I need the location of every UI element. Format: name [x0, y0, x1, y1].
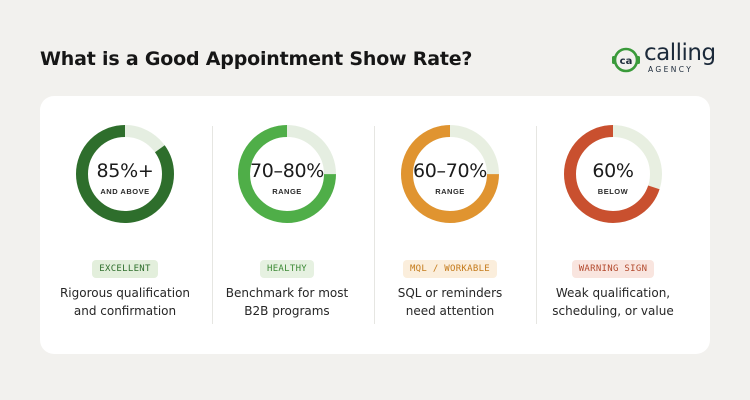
gauge-sublabel: AND ABOVE: [100, 187, 150, 196]
headset-icon: ca: [612, 47, 640, 73]
gauge: 70–80% RANGE: [237, 124, 337, 224]
tier-badge: MQL / WORKABLE: [402, 260, 498, 278]
gauge-fill: [401, 125, 499, 223]
tier-badge: HEALTHY: [259, 260, 315, 278]
gauge: 60–70% RANGE: [400, 124, 500, 224]
desc-line: B2B programs: [244, 304, 330, 318]
divider: [374, 126, 375, 324]
gauge-value: 60–70%: [412, 160, 488, 182]
desc-line: SQL or reminders: [397, 286, 503, 300]
desc-line: scheduling, or value: [552, 304, 674, 318]
desc-line: need attention: [405, 304, 495, 318]
tier-healthy: 70–80% RANGE HEALTHY Benchmark for most …: [207, 96, 367, 354]
gauge: 60% BELOW: [563, 124, 663, 224]
show-rate-card: 85%+ AND ABOVE EXCELLENT Rigorous qualif…: [40, 96, 710, 354]
svg-text:ca: ca: [620, 56, 633, 67]
logo-tagline: AGENCY: [648, 65, 694, 74]
tier-description: SQL or reminders need attention: [370, 284, 530, 320]
logo-name: calling: [644, 40, 716, 66]
tier-description: Benchmark for most B2B programs: [207, 284, 367, 320]
divider: [536, 126, 537, 324]
tier-warning-sign: 60% BELOW WARNING SIGN Weak qualificatio…: [533, 96, 693, 354]
page-title: What is a Good Appointment Show Rate?: [40, 48, 473, 70]
gauge: 85%+ AND ABOVE: [75, 124, 175, 224]
gauge-fill: [76, 125, 174, 223]
gauge-value: 60%: [592, 160, 634, 182]
gauge-value: 85%+: [96, 160, 154, 182]
gauge-sublabel: RANGE: [435, 187, 465, 196]
desc-line: Rigorous qualification: [59, 286, 191, 300]
tier-mql-workable: 60–70% RANGE MQL / WORKABLE SQL or remin…: [370, 96, 530, 354]
gauge-ring: [564, 125, 662, 223]
gauge-ring: [238, 125, 336, 223]
tier-badge: WARNING SIGN: [571, 260, 655, 278]
tier-excellent: 85%+ AND ABOVE EXCELLENT Rigorous qualif…: [45, 96, 205, 354]
logo: ca calling AGENCY: [608, 40, 716, 82]
gauge-fill: [238, 125, 336, 223]
tier-description: Weak qualification, scheduling, or value: [533, 284, 693, 320]
gauge-ring: [401, 125, 499, 223]
gauge-fill: [564, 125, 662, 223]
divider: [212, 126, 213, 324]
desc-line: and confirmation: [73, 304, 177, 318]
gauge-sublabel: BELOW: [597, 187, 629, 196]
gauge-ring: [76, 125, 174, 223]
desc-line: Benchmark for most: [225, 286, 349, 300]
gauge-value: 70–80%: [249, 160, 325, 182]
gauge-sublabel: RANGE: [272, 187, 302, 196]
tier-description: Rigorous qualification and confirmation: [45, 284, 205, 320]
desc-line: Weak qualification,: [555, 286, 671, 300]
tier-badge: EXCELLENT: [92, 260, 158, 278]
